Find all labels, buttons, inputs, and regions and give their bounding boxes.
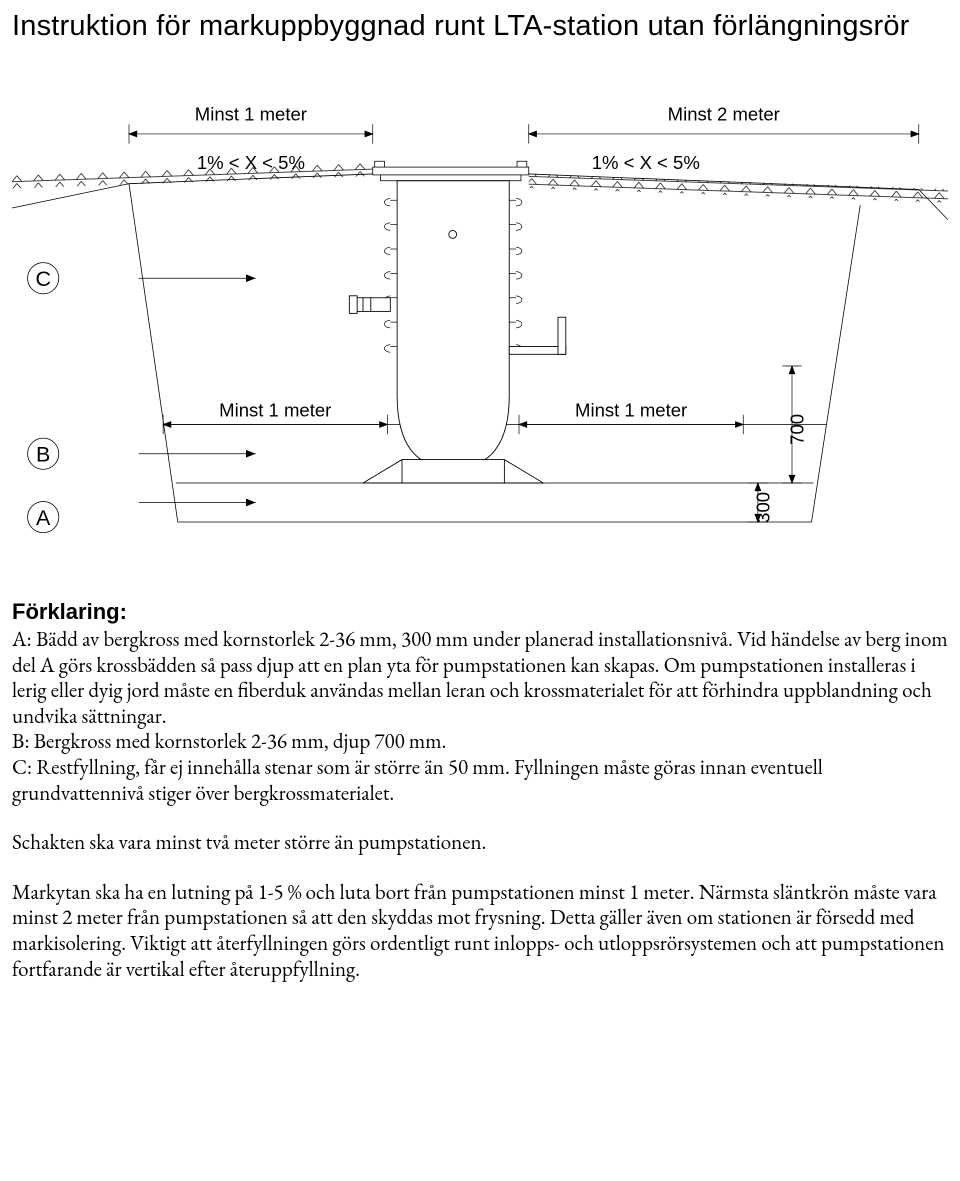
dim-top-right	[529, 124, 919, 144]
marker-a: A	[28, 499, 256, 533]
svg-text:A: A	[36, 506, 51, 530]
installation-diagram: Minst 1 meter Minst 2 meter 1% < X < 5% …	[12, 73, 948, 581]
explanation-body: A: Bädd av bergkross med kornstorlek 2-3…	[12, 627, 948, 982]
para-schakt: Schakten ska vara minst två meter större…	[12, 830, 948, 856]
pump-station-body	[349, 181, 565, 483]
dim-top-left	[129, 124, 373, 144]
marker-c: C	[28, 263, 256, 294]
para-a: A: Bädd av bergkross med kornstorlek 2-3…	[12, 627, 948, 806]
label-top-left: Minst 1 meter	[195, 103, 307, 124]
svg-text:B: B	[36, 443, 50, 467]
label-700: 700	[787, 414, 808, 445]
explanation-heading: Förklaring:	[12, 599, 948, 625]
label-mid-right: Minst 1 meter	[575, 400, 687, 421]
label-slope-right: 1% < X < 5%	[592, 152, 700, 173]
label-top-right: Minst 2 meter	[668, 103, 780, 124]
label-300: 300	[753, 492, 774, 523]
para-markytan: Markytan ska ha en lutning på 1-5 % och …	[12, 880, 948, 982]
marker-b: B	[28, 438, 256, 469]
diagram-svg: Minst 1 meter Minst 2 meter 1% < X < 5% …	[12, 73, 948, 581]
label-mid-left: Minst 1 meter	[219, 400, 331, 421]
svg-text:C: C	[35, 267, 50, 291]
station-lid	[373, 161, 529, 181]
page-title: Instruktion för markuppbyggnad runt LTA-…	[12, 10, 948, 43]
